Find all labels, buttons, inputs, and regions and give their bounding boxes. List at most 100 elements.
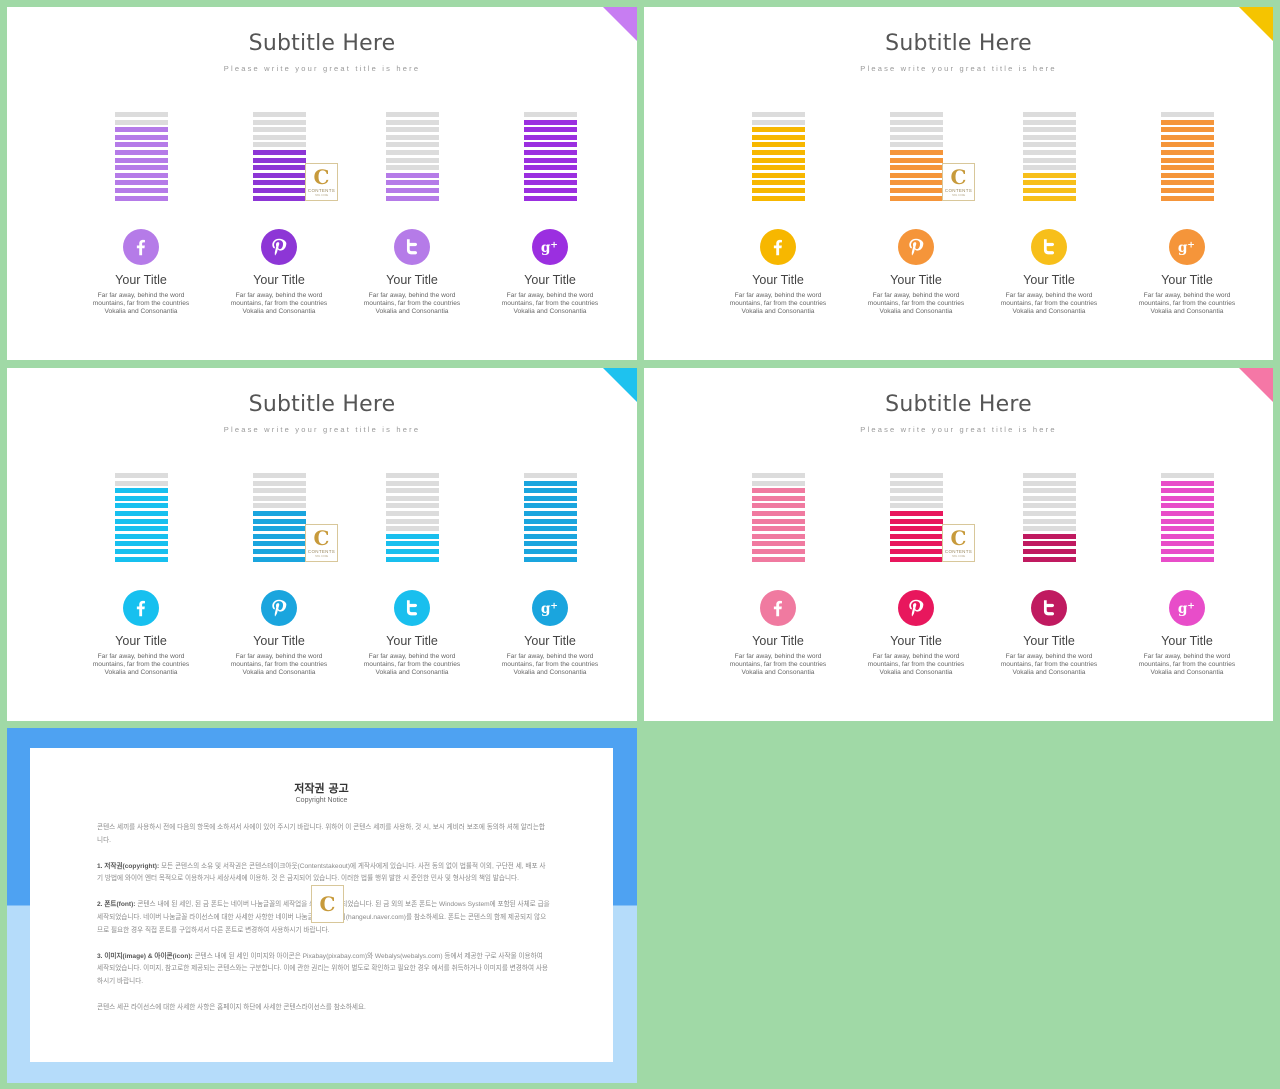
copyright-subtitle: Copyright Notice bbox=[295, 797, 348, 804]
level-bar bbox=[524, 112, 577, 117]
level-bar bbox=[115, 165, 168, 171]
level-bar bbox=[253, 187, 306, 193]
level-bar bbox=[524, 165, 577, 171]
level-bar bbox=[1161, 533, 1214, 539]
corner-accent bbox=[603, 368, 637, 402]
column-title: Your Title bbox=[890, 634, 942, 648]
level-bar bbox=[1161, 112, 1214, 117]
twitter-icon[interactable] bbox=[1031, 590, 1067, 626]
slide-blue: Subtitle Here Please write your great tit… bbox=[7, 368, 637, 721]
level-bar bbox=[115, 180, 168, 186]
column-title: Your Title bbox=[386, 634, 438, 648]
level-bar bbox=[386, 119, 439, 125]
column-title: Your Title bbox=[752, 634, 804, 648]
column-description: Far far away, behind the word mountains,… bbox=[92, 292, 190, 315]
svg-text:g: g bbox=[1178, 601, 1188, 617]
slide-title: Subtitle Here bbox=[885, 392, 1032, 417]
level-bar bbox=[1161, 526, 1214, 532]
level-bar bbox=[890, 510, 943, 516]
copyright-section-text: 콘텐스 내에 된 세인 이미지와 아이콘은 Pixabay(pixabay.co… bbox=[97, 952, 548, 986]
level-bar bbox=[524, 510, 577, 516]
level-bar bbox=[524, 180, 577, 186]
level-bar bbox=[524, 556, 577, 562]
level-bar bbox=[115, 503, 168, 509]
level-bar bbox=[890, 172, 943, 178]
copyright-section-1: 1. 저작권(copyright): 모든 콘텐스의 소유 및 서작권은 콘텐스… bbox=[97, 861, 550, 887]
google-plus-icon[interactable]: g + bbox=[532, 590, 568, 626]
stat-column: Your Title Far far away, behind the word … bbox=[229, 112, 329, 327]
svg-text:+: + bbox=[1187, 600, 1195, 611]
google-plus-icon[interactable]: g + bbox=[532, 229, 568, 265]
level-bar bbox=[524, 541, 577, 547]
level-bar bbox=[1023, 541, 1076, 547]
twitter-icon[interactable] bbox=[394, 590, 430, 626]
level-bar bbox=[1161, 180, 1214, 186]
column-description: Far far away, behind the word mountains,… bbox=[729, 292, 827, 315]
google-plus-icon[interactable]: g + bbox=[1169, 229, 1205, 265]
level-bars bbox=[1161, 112, 1214, 203]
logo-letter: C bbox=[319, 892, 336, 916]
logo-letter: C bbox=[950, 165, 967, 189]
level-bar bbox=[115, 127, 168, 133]
logo-letter: C bbox=[950, 526, 967, 550]
stat-column: Your Title Far far away, behind the word … bbox=[999, 112, 1099, 327]
twitter-icon[interactable] bbox=[1031, 229, 1067, 265]
logo-tiny: HAN·CODE bbox=[951, 194, 966, 197]
level-bar bbox=[524, 503, 577, 509]
level-bar bbox=[115, 473, 168, 478]
level-bars bbox=[752, 473, 805, 564]
level-bars bbox=[386, 112, 439, 203]
pinterest-icon[interactable] bbox=[261, 229, 297, 265]
pinterest-icon[interactable] bbox=[898, 229, 934, 265]
copyright-section-label: 3. 이미지(image) & 아이콘(icon): bbox=[97, 952, 193, 960]
level-bar bbox=[752, 180, 805, 186]
stat-column: g + Your Title Far far away, behind the wor… bbox=[1137, 112, 1237, 327]
level-bar bbox=[524, 195, 577, 201]
level-bars bbox=[115, 112, 168, 203]
level-bar bbox=[1161, 157, 1214, 163]
facebook-icon[interactable] bbox=[760, 590, 796, 626]
level-bar bbox=[1023, 127, 1076, 133]
level-bar bbox=[890, 134, 943, 140]
copyright-outro: 콘텐스 세끈 라이선스에 대한 사세한 사항은 홈페이지 하단에 사세한 콘텐스… bbox=[97, 1003, 366, 1011]
level-bar bbox=[386, 473, 439, 478]
stat-column: Your Title Far far away, behind the word … bbox=[91, 473, 191, 688]
level-bar bbox=[1023, 503, 1076, 509]
logo-tiny: HAN·CODE bbox=[951, 555, 966, 558]
google-plus-icon[interactable]: g + bbox=[1169, 590, 1205, 626]
logo-text: CONTENTS bbox=[307, 549, 336, 554]
level-bar bbox=[752, 526, 805, 532]
level-bar bbox=[1161, 142, 1214, 148]
facebook-icon[interactable] bbox=[123, 229, 159, 265]
facebook-icon[interactable] bbox=[123, 590, 159, 626]
pinterest-icon[interactable] bbox=[261, 590, 297, 626]
level-bar bbox=[253, 488, 306, 494]
level-bar bbox=[890, 165, 943, 171]
copyright-card: 저작권 공고 Copyright Notice 콘텐스 세끼를 사용하시 전에 … bbox=[30, 748, 613, 1062]
column-title: Your Title bbox=[1161, 273, 1213, 287]
level-bar bbox=[1161, 503, 1214, 509]
level-bar bbox=[253, 510, 306, 516]
stat-column: g + Your Title Far far away, behind the wor… bbox=[1137, 473, 1237, 688]
level-bar bbox=[386, 526, 439, 532]
level-bar bbox=[386, 510, 439, 516]
level-bar bbox=[1161, 149, 1214, 155]
level-bar bbox=[1161, 488, 1214, 494]
level-bar bbox=[890, 187, 943, 193]
copyright-intro: 콘텐스 세끼를 사용하시 전에 다음의 항목에 소하셔서 사에이 있어 주시기 … bbox=[97, 824, 546, 844]
facebook-icon[interactable] bbox=[760, 229, 796, 265]
slide-orange: Subtitle Here Please write your great tit… bbox=[644, 7, 1273, 360]
level-bar bbox=[253, 165, 306, 171]
level-bar bbox=[1161, 127, 1214, 133]
level-bars bbox=[524, 473, 577, 564]
column-description: Far far away, behind the word mountains,… bbox=[1138, 292, 1236, 315]
level-bar bbox=[1161, 510, 1214, 516]
level-bar bbox=[752, 112, 805, 117]
pinterest-icon[interactable] bbox=[898, 590, 934, 626]
level-bar bbox=[1161, 541, 1214, 547]
level-bar bbox=[1023, 195, 1076, 201]
level-bar bbox=[1023, 473, 1076, 478]
twitter-icon[interactable] bbox=[394, 229, 430, 265]
level-bar bbox=[115, 134, 168, 140]
level-bar bbox=[890, 503, 943, 509]
